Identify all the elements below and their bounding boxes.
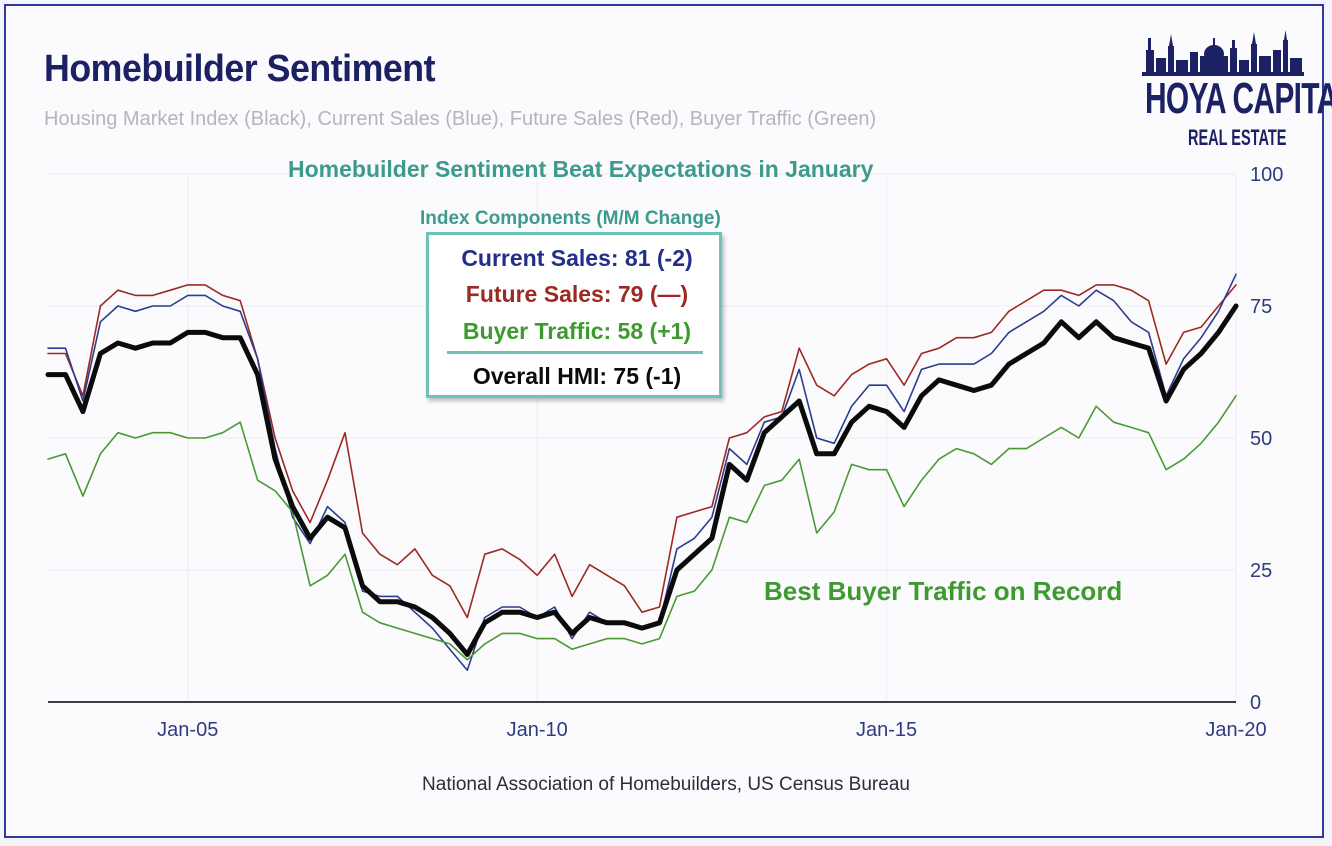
chart-frame [4, 4, 1324, 838]
y-tick-label-4: 100 [1250, 164, 1283, 186]
components-divider [447, 351, 703, 354]
y-tick-label-0: 0 [1250, 692, 1261, 714]
skyline-logo-icon [1142, 30, 1304, 76]
axis-ticks: 0 25 50 75 100 Jan-05 Jan-10 Jan-15 Jan-20 [157, 164, 1283, 741]
series-line-hmi [45, 303, 1239, 657]
logo-text: HOYA CAPITAL [1145, 74, 1332, 123]
chart-subtitle: Housing Market Index (Black), Current Sa… [44, 108, 877, 130]
series-line-future [47, 284, 1237, 619]
buyer-traffic-label: Buyer Traffic: 58 (+1) [462, 318, 692, 344]
x-tick-label-2: Jan-15 [856, 719, 917, 741]
components-box: Current Sales: 81 (-2) Future Sales: 79 … [426, 232, 722, 398]
series-line-traffic [47, 394, 1237, 661]
current-sales-label: Current Sales: 81 (-2) [461, 245, 693, 271]
source-note: National Association of Homebuilders, US… [422, 774, 910, 795]
components-title: Index Components (M/M Change) [420, 208, 721, 229]
chart-title: Homebuilder Sentiment [44, 48, 436, 90]
y-tick-label-2: 50 [1250, 428, 1272, 450]
future-sales-label: Future Sales: 79 (—) [465, 281, 689, 307]
series-lines [45, 273, 1239, 672]
logo-subtext: REAL ESTATE [1188, 125, 1287, 150]
overall-hmi-label: Overall HMI: 75 (-1) [472, 363, 682, 389]
best-traffic-annotation: Best Buyer Traffic on Record [764, 576, 1123, 606]
headline-annotation: Homebuilder Sentiment Beat Expectations … [288, 156, 874, 182]
x-tick-label-3: Jan-20 [1205, 719, 1266, 741]
y-tick-label-1: 25 [1250, 560, 1272, 582]
y-tick-label-3: 75 [1250, 296, 1272, 318]
x-tick-label-1: Jan-10 [507, 719, 568, 741]
x-tick-label-0: Jan-05 [157, 719, 218, 741]
